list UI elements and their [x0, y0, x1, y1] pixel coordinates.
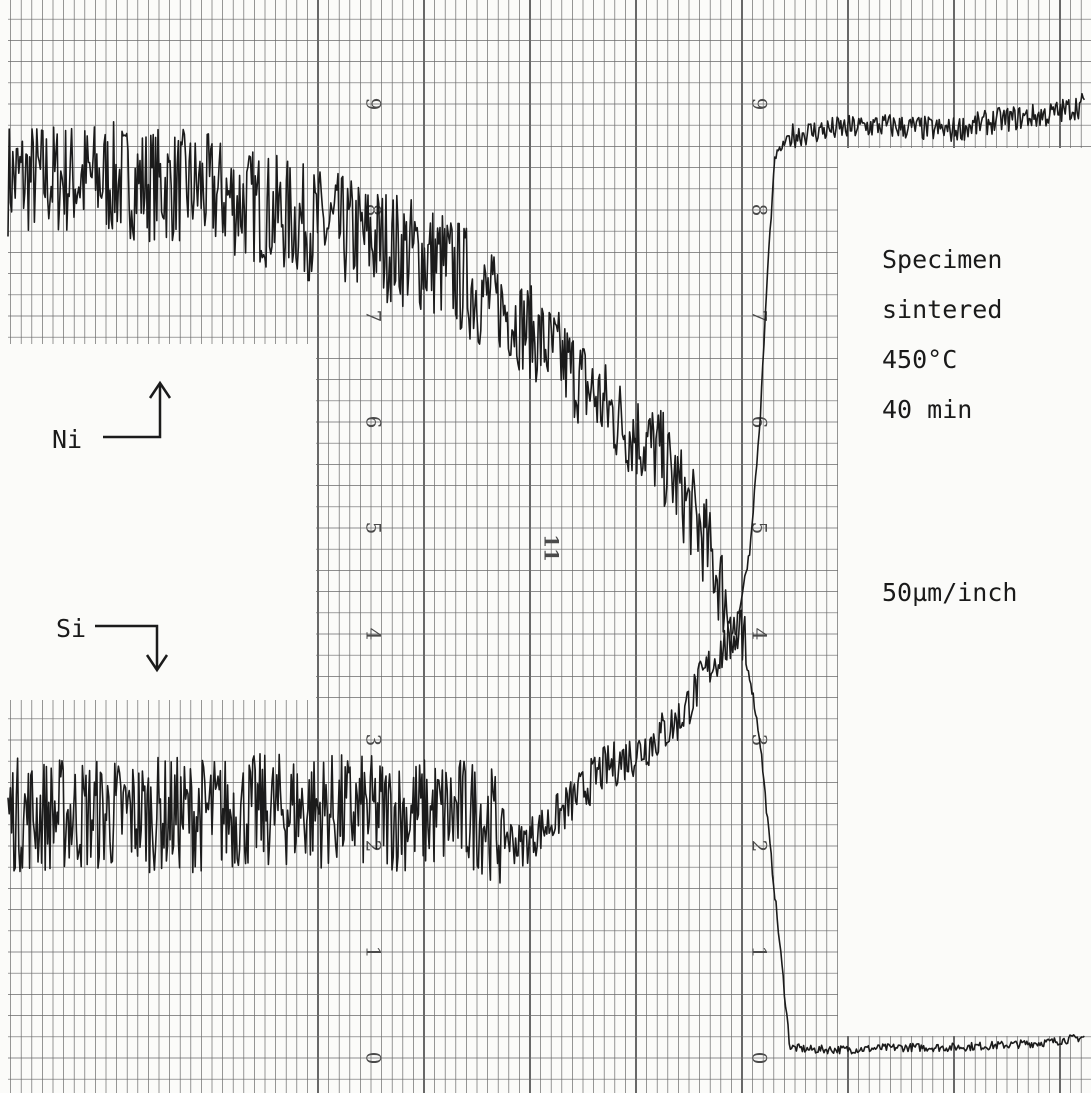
ni-arrow-head — [148, 380, 172, 399]
grid-number-1: 1 — [362, 946, 386, 959]
chart-id-label: 11 — [540, 534, 564, 562]
condition-line-4: 40 min — [882, 395, 973, 424]
series-line-si — [7, 93, 1086, 884]
grid-number-1: 1 — [748, 946, 772, 959]
grid-number-8: 8 — [748, 204, 772, 217]
grid-number-7: 7 — [362, 310, 386, 323]
grid-number-7: 7 — [748, 310, 772, 323]
grid-number-6: 6 — [362, 416, 386, 429]
grid-number-2: 2 — [748, 840, 772, 853]
grid-number-9: 9 — [362, 98, 386, 111]
condition-line-2: sintered — [882, 295, 1003, 324]
grid-number-0: 0 — [362, 1052, 386, 1065]
grid-number-4: 4 — [362, 628, 386, 641]
grid-number-3: 3 — [362, 734, 386, 747]
series-line-ni — [7, 121, 1085, 1055]
condition-line-1: Specimen — [882, 245, 1003, 274]
si-arrow-head — [145, 654, 169, 673]
ni-label: Ni — [52, 425, 83, 454]
grid-number-9: 9 — [748, 98, 772, 111]
condition-line-3: 450°C — [882, 345, 958, 374]
si-label: Si — [56, 614, 87, 643]
series-arrows — [95, 380, 172, 673]
grid-number-5: 5 — [748, 522, 772, 535]
ni-arrow-line — [103, 385, 162, 439]
grid-number-5: 5 — [362, 522, 386, 535]
si-arrow-line — [95, 624, 159, 668]
grid-number-2: 2 — [362, 840, 386, 853]
grid-number-0: 0 — [748, 1052, 772, 1065]
grid-number-4: 4 — [748, 628, 772, 641]
scale-label: 50µm/inch — [882, 578, 1018, 607]
series-group — [7, 93, 1086, 1055]
